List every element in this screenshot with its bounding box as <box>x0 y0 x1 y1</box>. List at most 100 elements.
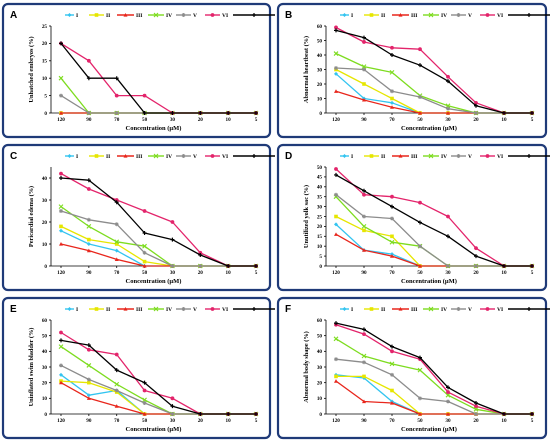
legend-label: II <box>381 307 385 313</box>
data-point <box>390 105 394 109</box>
y-axis-label: Uninflated swim bladder (%) <box>28 328 35 407</box>
y-axis-label: Abnormal heartbeat (%) <box>303 36 310 103</box>
data-point <box>114 222 119 227</box>
y-tick-label: 20 <box>42 220 48 226</box>
legend-label: I <box>351 154 353 160</box>
legend-label: I <box>351 307 353 313</box>
x-tick-label: 90 <box>86 270 92 276</box>
data-point <box>170 220 175 224</box>
data-point <box>170 404 175 409</box>
x-tick-label: 30 <box>445 418 451 424</box>
x-tick-label: 50 <box>417 418 423 424</box>
y-tick-label: 10 <box>42 242 48 248</box>
data-point <box>59 363 63 368</box>
panel-b: BIIIIIIIVVVIPemetrexed010203040506012090… <box>276 2 550 139</box>
data-point <box>334 28 338 33</box>
x-tick-label: 120 <box>57 270 65 276</box>
legend-marker <box>94 13 99 17</box>
data-point <box>390 401 394 405</box>
data-point <box>142 412 147 416</box>
y-tick-label: 20 <box>317 224 323 230</box>
data-point <box>334 321 338 326</box>
data-point <box>390 349 394 354</box>
legend-marker <box>252 154 256 158</box>
y-tick-label: 25 <box>317 214 323 220</box>
data-point <box>58 344 64 350</box>
y-tick-label: 60 <box>317 24 323 30</box>
data-point <box>390 388 394 393</box>
legend-marker <box>210 154 215 158</box>
legend-label: VI <box>497 307 503 313</box>
legend-marker <box>94 307 99 311</box>
y-tick-label: 10 <box>42 76 48 82</box>
data-point <box>474 246 478 251</box>
data-point <box>59 209 63 213</box>
data-point <box>59 380 63 385</box>
panel-frame <box>1 296 272 440</box>
x-tick-label: 5 <box>255 117 258 123</box>
data-point <box>114 352 119 357</box>
legend-marker <box>123 13 128 17</box>
legend-label: II <box>106 13 110 19</box>
panel-letter: F <box>285 304 291 315</box>
data-point <box>59 41 63 46</box>
data-point <box>170 264 175 268</box>
legend-label: VI <box>497 13 503 19</box>
data-point <box>446 390 450 394</box>
panel-d: DIIIIIIIVVVIPemetrexed051015202530354045… <box>276 143 550 292</box>
data-point <box>59 224 63 229</box>
legend-label: III <box>136 307 142 313</box>
y-tick-label: 20 <box>42 380 48 386</box>
legend-label: II <box>381 154 385 160</box>
data-point <box>446 234 450 239</box>
y-tick-label: 50 <box>317 333 323 339</box>
data-point <box>114 257 119 261</box>
x-axis-label: Concentration (µM) <box>126 125 182 132</box>
legend-label: V <box>468 13 472 19</box>
data-point <box>446 214 450 219</box>
data-point <box>446 264 450 268</box>
y-tick-label: 0 <box>44 264 47 270</box>
data-point <box>86 363 92 368</box>
data-point <box>334 66 338 71</box>
data-point <box>142 111 147 115</box>
data-point <box>474 412 478 416</box>
data-point <box>446 399 450 404</box>
y-tick-label: 40 <box>317 53 323 59</box>
legend-marker <box>428 153 434 159</box>
data-point <box>474 103 478 108</box>
data-point <box>390 344 394 349</box>
x-tick-label: 50 <box>417 117 423 123</box>
data-point <box>114 93 119 98</box>
data-point <box>445 392 451 398</box>
series-line <box>335 194 532 267</box>
data-point <box>86 224 92 229</box>
legend-label: VI <box>222 13 228 19</box>
x-tick-label: 20 <box>473 270 479 276</box>
data-point <box>86 347 91 352</box>
data-point <box>390 234 394 239</box>
data-point <box>418 220 422 225</box>
legend-label: III <box>411 13 417 19</box>
data-point <box>530 111 534 115</box>
data-point <box>362 67 366 72</box>
series-line <box>60 210 256 267</box>
y-tick-label: 50 <box>317 38 323 44</box>
legend-marker <box>342 307 347 311</box>
data-point <box>390 89 394 94</box>
data-point <box>114 368 119 373</box>
data-point <box>474 100 478 105</box>
series-pemetrexed <box>334 321 534 416</box>
data-point <box>86 217 91 222</box>
x-tick-label: 30 <box>170 418 176 424</box>
data-point <box>362 399 366 404</box>
data-point <box>502 264 506 268</box>
legend-marker <box>252 13 256 17</box>
legend-marker <box>485 154 490 158</box>
x-tick-label: 120 <box>332 270 340 276</box>
legend-marker <box>94 154 99 158</box>
legend-marker <box>398 154 403 158</box>
data-point <box>114 239 120 245</box>
data-point <box>390 100 394 105</box>
series-pemetrexed <box>59 176 258 268</box>
